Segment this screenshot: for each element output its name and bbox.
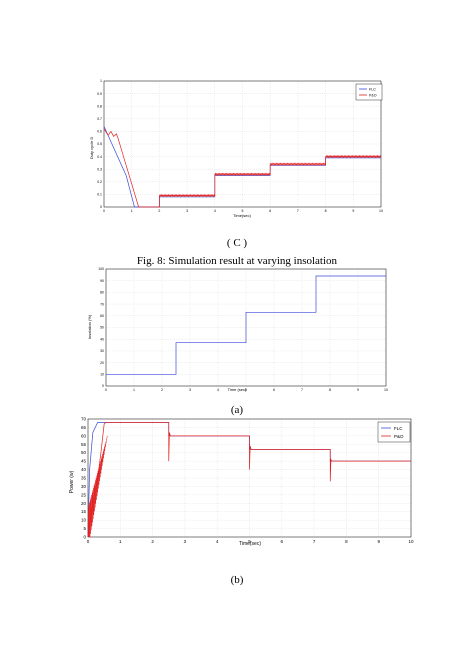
x-tick-label: 5 xyxy=(248,539,251,544)
x-tick-label: 4 xyxy=(216,539,219,544)
y-tick-label: 80 xyxy=(100,291,104,295)
y-tick-label: 70 xyxy=(100,302,104,306)
chart-c-legend-po: P&O xyxy=(369,94,377,98)
x-tick-label: 10 xyxy=(379,209,383,213)
y-tick-label: 25 xyxy=(81,492,87,497)
y-tick-label: 60 xyxy=(81,433,87,438)
x-tick-label: 1 xyxy=(131,209,133,213)
x-tick-label: 9 xyxy=(357,388,359,392)
x-tick-label: 8 xyxy=(345,539,348,544)
x-tick-label: 0 xyxy=(105,388,107,392)
y-tick-label: 0.3 xyxy=(97,167,102,171)
x-tick-label: 2 xyxy=(158,209,160,213)
series-flc-line xyxy=(103,126,381,208)
x-tick-label: 9 xyxy=(377,539,380,544)
y-tick-label: 90 xyxy=(100,279,104,283)
y-tick-label: 0.4 xyxy=(97,155,102,159)
plot-frame xyxy=(105,268,387,387)
y-tick-label: 45 xyxy=(81,459,87,464)
series-line-line xyxy=(106,275,386,375)
x-tick-label: 6 xyxy=(273,388,275,392)
x-tick-label: 4 xyxy=(217,388,219,392)
y-tick-label: 0 xyxy=(83,535,86,540)
y-tick-label: 0.5 xyxy=(97,142,102,146)
x-tick-label: 6 xyxy=(269,209,271,213)
y-tick-label: 60 xyxy=(100,314,104,318)
y-tick-label: 40 xyxy=(81,467,87,472)
y-tick-label: 20 xyxy=(100,361,104,365)
x-tick-label: 0 xyxy=(87,539,90,544)
chart-a-xlabel: Time (sec) xyxy=(228,387,247,392)
x-tick-label: 3 xyxy=(186,209,188,213)
chart-c-xlabel: Time(sec) xyxy=(233,213,251,218)
y-tick-label: 20 xyxy=(81,501,87,506)
y-tick-label: 10 xyxy=(81,518,87,523)
y-tick-label: 35 xyxy=(81,476,87,481)
x-tick-label: 9 xyxy=(352,209,354,213)
y-tick-label: 0 xyxy=(100,205,102,209)
chart-c-legend: FLC P&O xyxy=(355,83,383,101)
x-tick-label: 0 xyxy=(103,209,105,213)
y-tick-label: 0.2 xyxy=(97,180,102,184)
plot-frame xyxy=(87,418,412,538)
y-tick-label: 0.8 xyxy=(97,104,102,108)
y-tick-label: 50 xyxy=(81,450,87,455)
x-tick-label: 2 xyxy=(161,388,163,392)
x-tick-label: 1 xyxy=(133,388,135,392)
series-po-startup-noise xyxy=(87,435,108,538)
x-tick-label: 1 xyxy=(119,539,122,544)
x-tick-label: 8 xyxy=(325,209,327,213)
y-tick-label: 100 xyxy=(98,267,104,271)
chart-a-ylabel: Insolation (%) xyxy=(87,314,92,339)
caption-a: (a) xyxy=(230,404,244,416)
series-p-o-line xyxy=(103,128,381,208)
x-tick-label: 5 xyxy=(245,388,247,392)
x-tick-label: 3 xyxy=(189,388,191,392)
x-tick-label: 2 xyxy=(151,539,154,544)
chart-c-ylabel: Duty cycle D xyxy=(89,137,94,160)
plot-frame xyxy=(103,80,382,208)
caption-b: (b) xyxy=(230,574,244,586)
y-tick-label: 30 xyxy=(81,484,87,489)
y-tick-label: 10 xyxy=(100,372,104,376)
series-p-o-line xyxy=(87,422,411,538)
chart-b-legend-flc: FLC xyxy=(394,426,403,431)
caption-c: ( C ) xyxy=(226,237,248,249)
x-tick-label: 7 xyxy=(301,388,303,392)
chart-b-legend: FLC P&O xyxy=(377,421,411,443)
y-tick-label: 15 xyxy=(81,509,87,514)
x-tick-label: 7 xyxy=(313,539,316,544)
y-tick-label: 50 xyxy=(100,326,104,330)
y-tick-label: 65 xyxy=(81,425,87,430)
chart-b-ylabel: Power (w) xyxy=(69,470,75,493)
y-tick-label: 0.6 xyxy=(97,130,102,134)
y-tick-label: 0.7 xyxy=(97,117,102,121)
x-tick-label: 10 xyxy=(408,539,414,544)
x-tick-label: 10 xyxy=(384,388,388,392)
chart-b-legend-po: P&O xyxy=(394,434,404,439)
series-flc-line xyxy=(87,422,411,538)
y-tick-label: 0.1 xyxy=(97,193,102,197)
y-tick-label: 0 xyxy=(102,384,104,388)
y-tick-label: 5 xyxy=(83,526,86,531)
x-tick-label: 5 xyxy=(242,209,244,213)
chart-c-legend-flc: FLC xyxy=(369,88,376,92)
x-tick-label: 7 xyxy=(297,209,299,213)
y-tick-label: 1 xyxy=(100,79,102,83)
figure-8-caption: Fig. 8: Simulation result at varying ins… xyxy=(136,255,338,267)
chart-b-xlabel: Time(sec) xyxy=(239,541,261,547)
x-tick-label: 3 xyxy=(184,539,187,544)
y-tick-label: 0.9 xyxy=(97,92,102,96)
y-tick-label: 70 xyxy=(81,417,87,422)
y-tick-label: 40 xyxy=(100,337,104,341)
y-tick-label: 30 xyxy=(100,349,104,353)
x-tick-label: 8 xyxy=(329,388,331,392)
x-tick-label: 4 xyxy=(214,209,216,213)
series-po-ripple xyxy=(159,154,382,198)
x-tick-label: 6 xyxy=(281,539,284,544)
y-tick-label: 55 xyxy=(81,442,87,447)
